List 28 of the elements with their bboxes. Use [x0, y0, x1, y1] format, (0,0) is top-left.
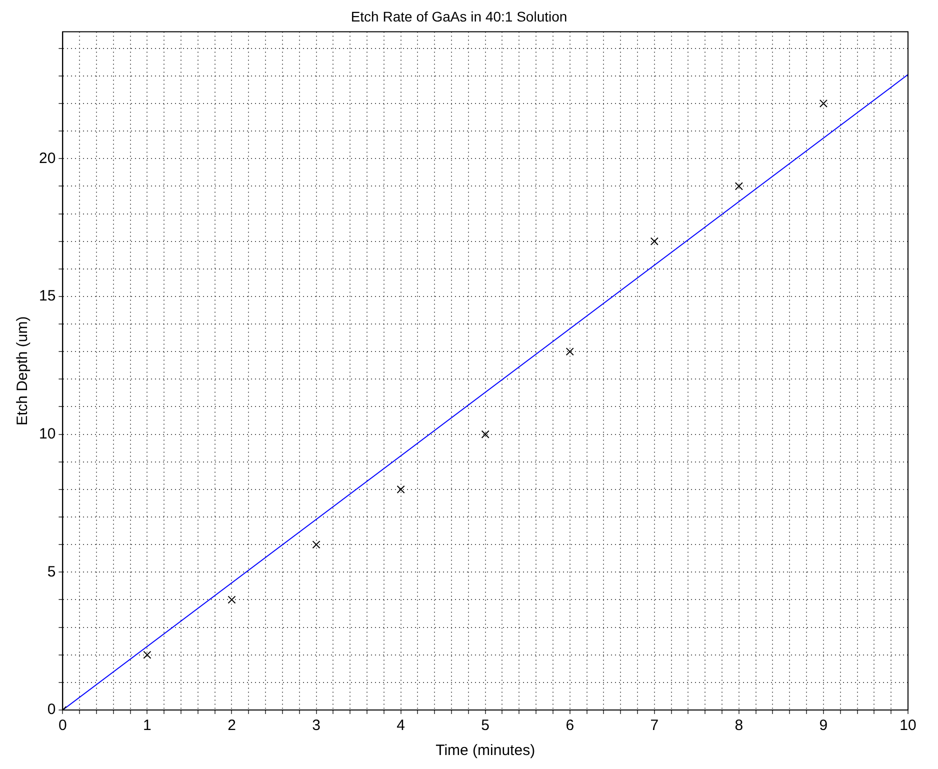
point	[650, 237, 658, 246]
chart-title: Etch Rate of GaAs in 40:1 Solution	[350, 8, 568, 24]
y-axis-title: Etch Depth (um)	[14, 316, 32, 426]
x-tick-label: 4	[396, 717, 405, 734]
point	[566, 348, 574, 356]
x-tick-label: 7	[650, 717, 659, 734]
x-tick-label: 3	[312, 717, 320, 734]
y-tick-label: 20	[38, 150, 56, 167]
x-tick-label: 9	[819, 717, 828, 734]
x-tick-label: 6	[566, 717, 574, 734]
point	[734, 182, 743, 190]
point	[143, 650, 152, 659]
point	[481, 430, 490, 438]
x-axis-title: Time (minutes)	[436, 742, 536, 760]
x-tick-label: 8	[734, 717, 744, 734]
point	[312, 540, 320, 549]
y-tick-label: 10	[38, 425, 56, 442]
x-tick-label: 0	[58, 717, 67, 734]
point	[228, 596, 236, 604]
x-tick-label: 10	[900, 717, 916, 734]
y-tick-label: 15	[38, 288, 56, 305]
x-tick-label: 5	[481, 717, 490, 734]
point	[819, 99, 828, 108]
x-tick-label: 2	[228, 717, 236, 734]
y-tick-label: 0	[47, 701, 56, 718]
x-tick-label: 1	[143, 717, 152, 734]
y-tick-label: 5	[47, 563, 56, 580]
point	[396, 485, 405, 494]
